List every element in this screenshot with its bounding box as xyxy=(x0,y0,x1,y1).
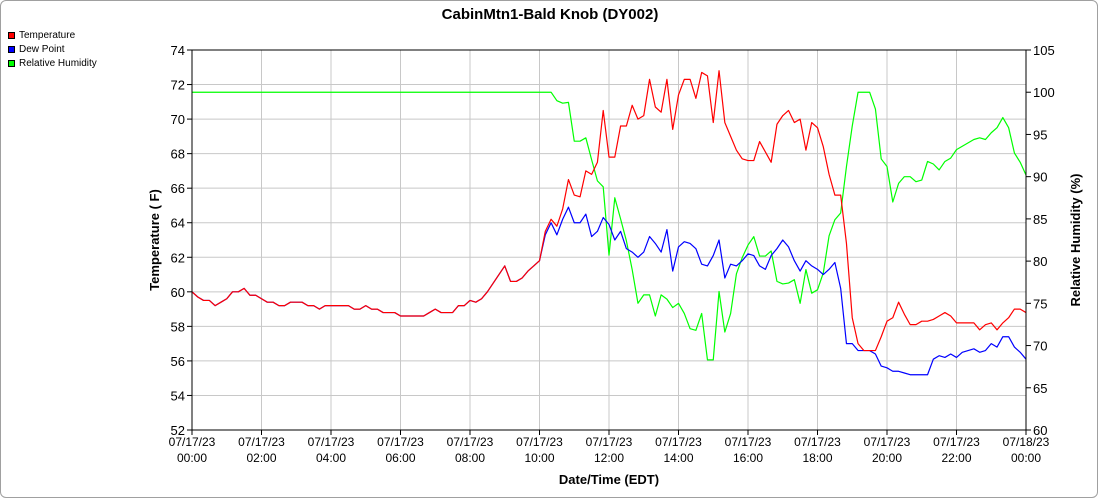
x-tick-date: 07/17/23 xyxy=(655,435,702,449)
left-axis: 52 54 56 58 60 62 64 66 68 70 72 74 xyxy=(171,43,192,438)
dew-point-swatch xyxy=(8,45,15,53)
legend-item-relative-humidity: Relative Humidity xyxy=(8,56,97,70)
y-tick-label: 72 xyxy=(171,78,185,93)
y-tick-label: 58 xyxy=(171,319,185,334)
y2-tick-label: 100 xyxy=(1033,85,1055,100)
x-axis-label: Date/Time (EDT) xyxy=(559,472,659,487)
y-axis-label: Temperature ( F) xyxy=(147,189,162,291)
x-tick-date: 07/17/23 xyxy=(308,435,355,449)
x-tick-date: 07/17/23 xyxy=(447,435,494,449)
x-tick-time: 04:00 xyxy=(316,451,346,465)
right-axis: 60 65 70 75 80 85 90 95 100 105 xyxy=(1026,43,1055,438)
x-tick-time: 06:00 xyxy=(385,451,415,465)
x-tick-date: 07/17/23 xyxy=(586,435,633,449)
x-tick-time: 14:00 xyxy=(663,451,693,465)
x-tick-time: 22:00 xyxy=(941,451,971,465)
y-tick-label: 52 xyxy=(171,423,185,438)
relative-humidity-swatch xyxy=(8,59,15,67)
x-tick-date: 07/17/23 xyxy=(238,435,285,449)
y-tick-label: 56 xyxy=(171,354,185,369)
legend-label: Dew Point xyxy=(19,43,65,55)
y-tick-label: 62 xyxy=(171,250,185,265)
relative-humidity-series-line xyxy=(192,91,1027,361)
y2-tick-label: 95 xyxy=(1033,127,1047,142)
y-tick-label: 68 xyxy=(171,147,185,162)
x-tick-date: 07/17/23 xyxy=(794,435,841,449)
x-tick-time: 08:00 xyxy=(455,451,485,465)
temperature-swatch xyxy=(8,31,15,39)
y-tick-label: 66 xyxy=(171,181,185,196)
chart-title: CabinMtn1-Bald Knob (DY002) xyxy=(442,6,659,23)
y-tick-label: 54 xyxy=(171,388,185,403)
x-tick-time: 02:00 xyxy=(246,451,276,465)
x-tick-date: 07/18/23 xyxy=(1003,435,1050,449)
x-axis: 07/17/23 00:00 07/17/23 02:00 07/17/23 04:00 0… xyxy=(169,430,1050,465)
x-tick-date: 07/17/23 xyxy=(933,435,980,449)
temperature-series-line xyxy=(191,70,1027,352)
y2-tick-label: 80 xyxy=(1033,254,1047,269)
series-layer xyxy=(191,70,1027,376)
y2-axis-label: Relative Humidity (%) xyxy=(1068,174,1083,307)
x-tick-date: 07/17/23 xyxy=(725,435,772,449)
x-tick-date: 07/17/23 xyxy=(864,435,911,449)
legend: Temperature Dew Point Relative Humidity xyxy=(8,28,97,70)
x-tick-time: 16:00 xyxy=(733,451,763,465)
y2-tick-label: 90 xyxy=(1033,170,1047,185)
x-tick-time: 12:00 xyxy=(594,451,624,465)
x-tick-time: 10:00 xyxy=(524,451,554,465)
y-tick-label: 70 xyxy=(171,112,185,127)
y2-tick-label: 65 xyxy=(1033,381,1047,396)
y2-tick-label: 75 xyxy=(1033,296,1047,311)
x-tick-date: 07/17/23 xyxy=(169,435,216,449)
x-tick-time: 20:00 xyxy=(872,451,902,465)
x-tick-time: 18:00 xyxy=(802,451,832,465)
y2-tick-label: 105 xyxy=(1033,43,1055,58)
legend-item-dew-point: Dew Point xyxy=(8,42,97,56)
legend-item-temperature: Temperature xyxy=(8,28,97,42)
x-tick-time: 00:00 xyxy=(177,451,207,465)
y2-tick-label: 70 xyxy=(1033,339,1047,354)
x-tick-date: 07/17/23 xyxy=(377,435,424,449)
y-tick-label: 74 xyxy=(171,43,185,58)
x-tick-time: 00:00 xyxy=(1011,451,1041,465)
x-tick-date: 07/17/23 xyxy=(516,435,563,449)
y2-tick-label: 60 xyxy=(1033,423,1047,438)
legend-label: Relative Humidity xyxy=(19,57,97,69)
y-tick-label: 64 xyxy=(171,216,185,231)
y2-tick-label: 85 xyxy=(1033,212,1047,227)
legend-label: Temperature xyxy=(19,29,76,41)
y-tick-label: 60 xyxy=(171,285,185,300)
